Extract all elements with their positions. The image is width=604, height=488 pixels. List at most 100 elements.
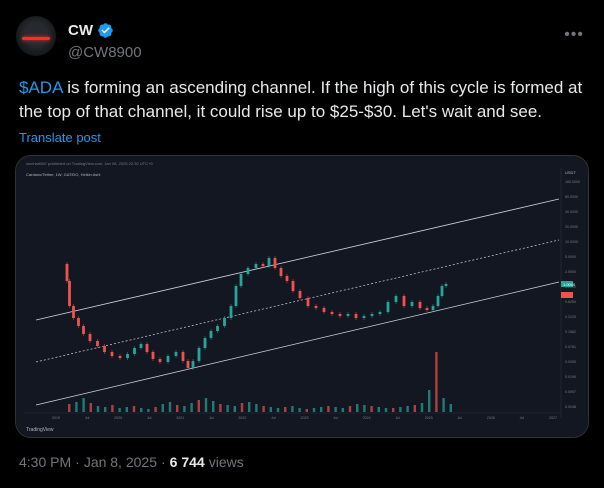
avatar[interactable] [16,16,56,56]
candle [346,314,350,316]
candle [273,258,277,268]
price-tick-label: 0.0390 [565,360,576,364]
time-tick-label: 2026 [487,416,495,420]
candle [285,276,289,281]
price-tick-label: 5.0000 [565,255,576,259]
candle [436,296,440,306]
time-tick-label: 2021 [176,416,184,420]
price-tick-label: 20.0000 [565,225,578,229]
volume-bar [204,398,208,412]
time-tick-label: Jul [85,416,90,420]
post-date[interactable]: Jan 8, 2025 [83,454,157,470]
volume-bar [176,405,179,412]
candle [145,344,149,352]
volume-bar [183,406,186,412]
volume-bar [305,409,308,412]
current-price-label: 1.0000 [563,282,576,287]
candle [330,312,334,314]
candle [181,352,185,361]
candle [246,268,250,274]
candle [186,361,190,368]
candle [370,314,374,316]
candle [418,302,422,308]
chart-header-line: cmchart567 published on TradingView.com,… [26,161,153,166]
candle [229,306,233,318]
author-handle[interactable]: @CW8900 [68,44,142,61]
volume-bar [147,409,150,412]
translate-post-link[interactable]: Translate post [19,130,101,145]
price-tick-label: 0.0781 [565,345,576,349]
views-label: views [208,454,244,470]
candle [254,264,258,268]
name-row: CW [68,22,114,39]
avatar-visor [22,37,50,40]
candle [261,264,265,266]
time-tick-label: Jul [147,416,152,420]
volume-bar [377,407,380,412]
tradingview-watermark: TradingView [26,427,54,433]
candle [96,341,99,346]
volume-bar [118,408,121,412]
volume-bar [370,406,373,412]
time-tick-label: Jul [458,416,463,420]
meta-separator-2: · [160,454,166,470]
candle [151,352,155,359]
price-tag-bg-red [561,292,573,298]
time-tick-label: 2019 [52,416,60,420]
post-time[interactable]: 4:30 PM [19,454,72,470]
price-tick-label: 40.0000 [565,210,578,214]
candle [306,298,310,306]
candle [103,346,106,352]
time-tick-label: 2022 [238,416,246,420]
verified-badge-icon [98,23,113,38]
candle [174,352,178,356]
author-display-name[interactable]: CW [68,22,93,39]
time-tick-label: 2020 [114,416,122,420]
volume-bar [233,406,236,412]
candle [68,281,71,306]
ascending-channel [35,198,560,406]
volume-bar [255,404,258,412]
volume-bar [291,406,294,412]
candle [239,274,243,286]
candle [378,312,382,314]
time-tick-label: 2023 [301,416,309,420]
volume-bar [392,408,395,412]
price-tag-bg [561,281,573,287]
candle [203,338,207,348]
volume-bar [327,406,330,412]
price-tick-label: 0.0048 [565,405,576,409]
time-tick-label: 2025 [425,416,433,420]
volume-bar [298,408,301,412]
volume-bar [212,401,215,412]
volume-bar [341,408,344,412]
views-count: 6 744 [169,454,205,470]
volume-bar [442,398,445,412]
channel-mid-line [35,239,560,363]
post-meta: 4:30 PM · Jan 8, 2025 · 6 744 views [19,454,244,470]
more-horizontal-icon[interactable]: ••• [564,26,584,43]
meta-separator: · [75,454,80,470]
time-tick-label: Jul [209,416,214,420]
candle [88,334,92,341]
candle [394,296,398,302]
volume-bar [420,403,424,412]
cashtag-link[interactable]: $ADA [19,78,63,97]
price-tick-label: 0.6250 [565,300,576,304]
candle [314,306,318,308]
price-tick-label: 0.0097 [565,390,576,394]
quote-currency: USDT [565,170,576,175]
chart-image[interactable]: cmchart567 published on TradingView.com,… [15,155,589,438]
candle [444,284,448,286]
volume-bar [226,405,229,412]
volume-bar [89,403,92,412]
candle [118,356,122,358]
candle [82,326,85,334]
candle [267,258,271,266]
volume-bars [68,352,452,412]
volume-bar [197,400,200,412]
price-tick-label: 80.0000 [565,195,578,199]
volume-bar [435,352,438,412]
volume-bar [269,407,272,412]
time-tick-label: Jul [395,416,400,420]
